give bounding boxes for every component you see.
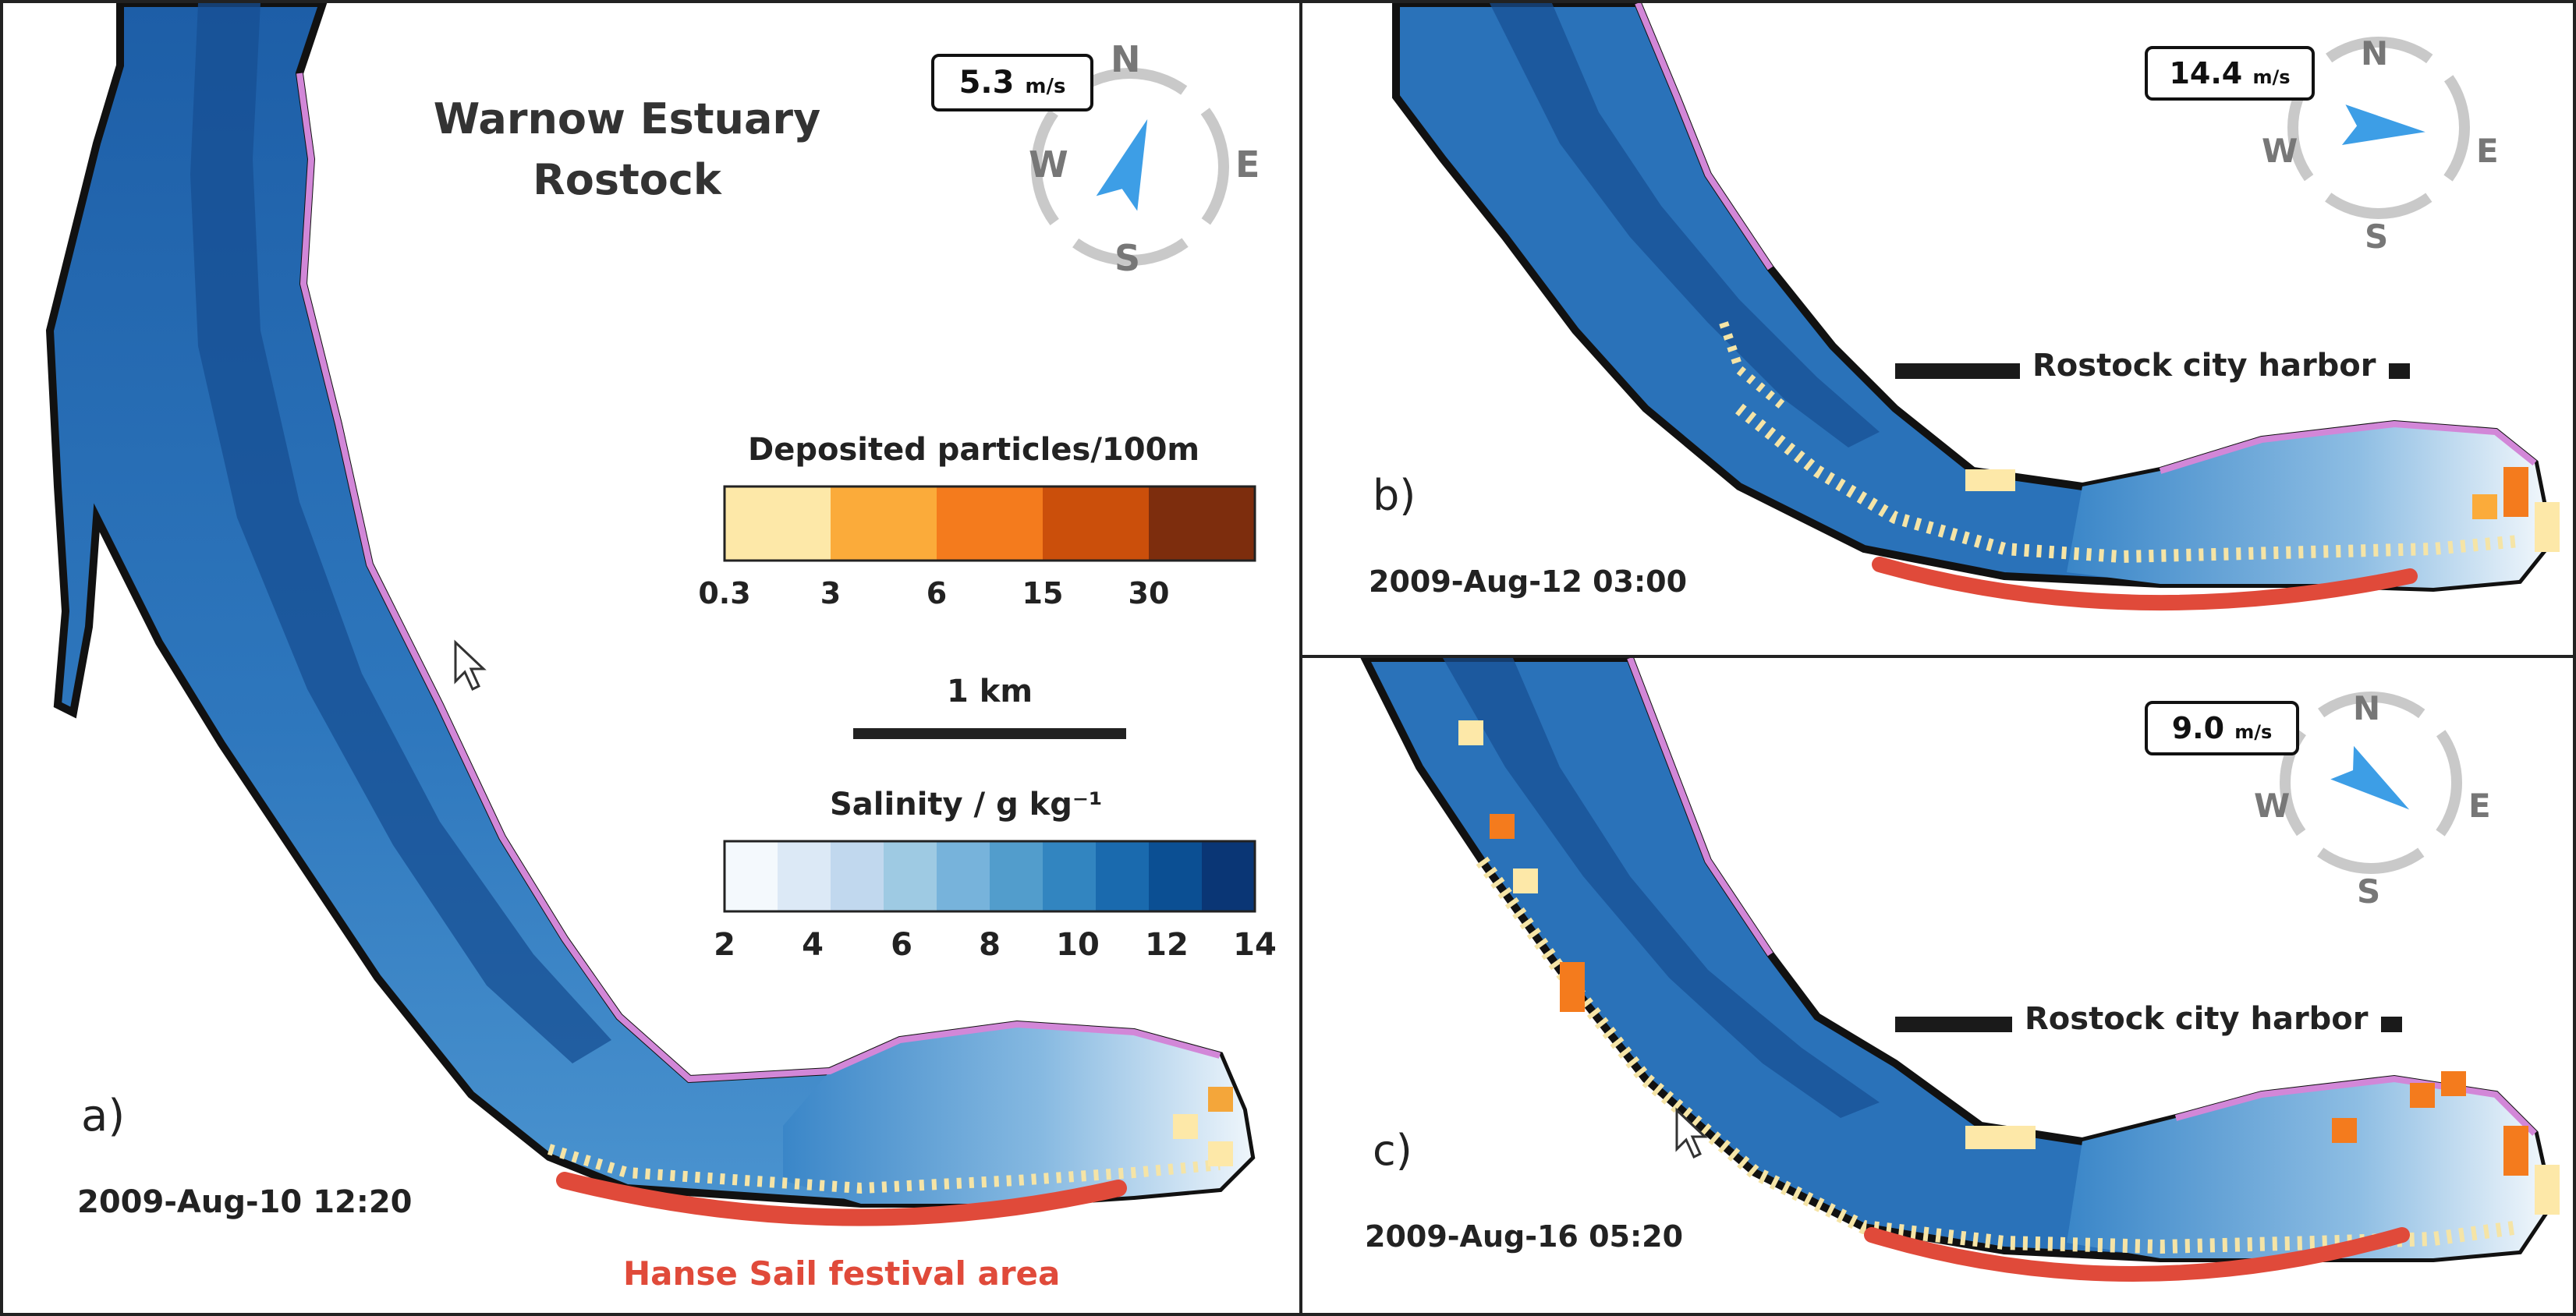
- compass-e-b: E: [2476, 132, 2499, 170]
- particle-colorbar: [723, 485, 1256, 562]
- salinity-tick: 8: [979, 927, 1001, 963]
- panel-a-label: a): [81, 1091, 126, 1141]
- panel-a-timestamp: 2009-Aug-10 12:20: [77, 1184, 413, 1220]
- salinity-tick: 2: [714, 927, 735, 963]
- compass-a: [1031, 68, 1229, 266]
- particle-cell: [2332, 1118, 2357, 1143]
- compass-w-a: W: [1029, 143, 1068, 186]
- compass-c: [2280, 692, 2462, 874]
- particle-band-b: [1735, 403, 2520, 564]
- compass-n-c: N: [2353, 689, 2381, 727]
- particle-cell: [2503, 467, 2528, 517]
- particle-cell: [1965, 1126, 2036, 1149]
- salinity-tick: 12: [1145, 927, 1189, 963]
- panel-a-map: [45, 3, 1256, 1226]
- estuary-channel-c: [1443, 658, 1880, 1118]
- harbor-label-c: Rostock city harbor: [2012, 1001, 2381, 1037]
- wind-speed-box-a: 5.3 m/s: [931, 54, 1093, 111]
- particle-cell: [1208, 1087, 1233, 1112]
- panel-c-timestamp: 2009-Aug-16 05:20: [1365, 1219, 1684, 1254]
- salinity-tick: 14: [1233, 927, 1277, 963]
- salinity-tick: 6: [891, 927, 912, 963]
- wind-arrow-icon: [1096, 119, 1148, 211]
- salinity-colorbar: [723, 840, 1256, 913]
- particle-tick: 3: [820, 576, 842, 610]
- particle-cell: [1490, 814, 1515, 839]
- compass-s-a: S: [1114, 237, 1141, 279]
- scale-bar: [853, 728, 1126, 739]
- panel-b-timestamp: 2009-Aug-12 03:00: [1369, 564, 1688, 599]
- compass-n-a: N: [1111, 38, 1141, 80]
- particle-tick: 0.3: [698, 576, 751, 610]
- compass-b: [2287, 37, 2470, 219]
- estuary-channel-a: [190, 3, 611, 1063]
- wind-arrow-icon: [2341, 104, 2425, 145]
- festival-label: Hanse Sail festival area: [623, 1254, 1061, 1293]
- compass-n-b: N: [2361, 34, 2389, 73]
- harbor-label-b: Rostock city harbor: [2020, 348, 2389, 384]
- particle-cell: [1965, 469, 2015, 491]
- festival-area-arc-c: [1864, 1227, 2410, 1282]
- map-title-line2: Rostock: [533, 155, 721, 204]
- particle-cell: [2410, 1083, 2435, 1108]
- particle-cell: [1560, 962, 1585, 1012]
- compass-e-a: E: [1235, 143, 1260, 186]
- panel-b-label: b): [1373, 471, 1416, 520]
- panel-c: 9.0 m/s N E S W Rostock city harbor c) 2…: [1299, 655, 2576, 1316]
- pink-shoreline-a: [296, 73, 1221, 1083]
- particle-cell: [2441, 1071, 2466, 1096]
- salinity-legend-title: Salinity / g kg⁻¹: [830, 787, 1103, 822]
- estuary-channel-b: [1490, 3, 1880, 448]
- mouse-cursor-icon: [1675, 1107, 1708, 1159]
- salinity-tick: 10: [1056, 927, 1100, 963]
- compass-s-c: S: [2357, 872, 2381, 911]
- particle-tick: 15: [1022, 576, 1064, 610]
- panel-b-map: [1392, 3, 2560, 611]
- particle-legend-title: Deposited particles/100m: [748, 432, 1200, 468]
- particle-band-a: [547, 1144, 1221, 1194]
- compass-s-b: S: [2365, 218, 2389, 256]
- pink-shoreline-c: [1627, 658, 2537, 1136]
- particle-tick: 30: [1128, 576, 1170, 610]
- pink-shoreline-b: [1635, 3, 2537, 474]
- salinity-tick: 4: [802, 927, 824, 963]
- panel-c-label: c): [1373, 1126, 1412, 1175]
- wind-speed-box-c: 9.0 m/s: [2145, 701, 2299, 755]
- map-title: Warnow Estuary Rostock: [409, 89, 845, 210]
- scale-bar-label: 1 km: [947, 674, 1033, 709]
- harbor-basin-a: [783, 1024, 1251, 1204]
- festival-area-arc-b: [1872, 557, 2418, 611]
- particle-cell: [1208, 1141, 1233, 1166]
- particle-cell: [1513, 868, 1538, 893]
- harbor-basin-c: [2067, 1079, 2550, 1258]
- mouse-cursor-icon: [454, 639, 487, 692]
- wind-arrow-icon: [2330, 745, 2410, 810]
- panel-c-map: [1360, 658, 2560, 1282]
- compass-e-c: E: [2468, 787, 2491, 825]
- map-title-line1: Warnow Estuary: [433, 94, 821, 143]
- particle-cell: [2535, 502, 2560, 552]
- wind-speed-box-b: 14.4 m/s: [2145, 46, 2315, 101]
- particle-band-b2: [1719, 321, 1789, 412]
- compass-w-c: W: [2254, 787, 2291, 825]
- panel-a: 5.3 m/s N E S W Warnow Estuary Rostock D…: [0, 0, 1302, 1316]
- particle-tick: 6: [926, 576, 948, 610]
- compass-w-b: W: [2262, 132, 2298, 170]
- particle-cell: [1173, 1114, 1198, 1139]
- particle-cell: [1458, 720, 1483, 745]
- particle-cell: [2535, 1165, 2560, 1215]
- particle-cell: [2503, 1126, 2528, 1176]
- particle-cell: [2472, 494, 2497, 519]
- panel-b: 14.4 m/s N E S W Rostock city harbor b) …: [1299, 0, 2576, 658]
- festival-area-arc-a: [556, 1172, 1127, 1226]
